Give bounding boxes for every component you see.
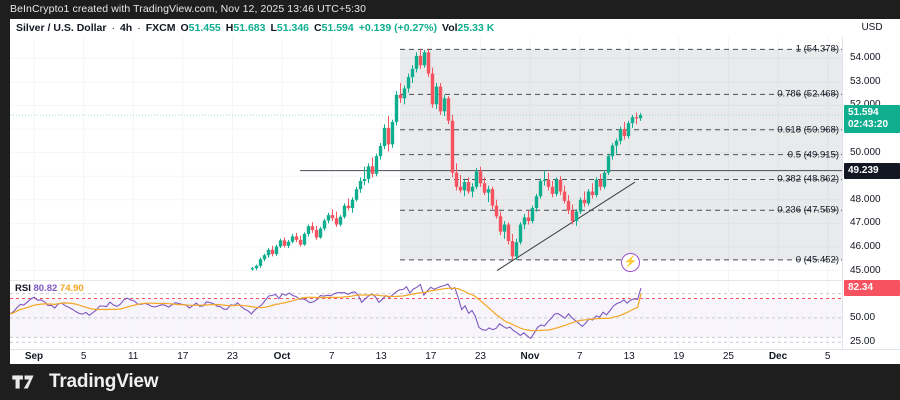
legend-high-value: 51.683: [233, 22, 266, 34]
time-axis-tick: 17: [425, 351, 437, 362]
time-axis-tick: 17: [177, 351, 189, 362]
price-axis-tick: 52.000: [843, 99, 900, 111]
rsi-legend-ma-value: 74.90: [59, 283, 84, 294]
time-axis-tick: Sep: [24, 351, 44, 362]
legend-low-value: 51.346: [276, 22, 310, 34]
bar-countdown: 02:43:20: [848, 118, 889, 130]
legend-change-value: +0.139 (+0.27%): [358, 22, 437, 34]
attribution-text: BeInCrypto1 created with TradingView.com…: [10, 3, 367, 15]
fib-level-label: 0.382 (48.862): [777, 173, 839, 185]
time-axis-tick: 23: [474, 351, 486, 362]
fib-level-label: 0 (45.452): [795, 254, 839, 266]
rsi-indicator-pane[interactable]: RSI 80.82 74.90: [10, 281, 842, 349]
time-axis-tick: Dec: [768, 351, 788, 362]
current-price-badge[interactable]: 51.594 02:43:20: [844, 104, 900, 133]
price-axis-tick: 46.000: [850, 240, 881, 252]
time-axis-tick: Oct: [273, 351, 291, 362]
fib-level-label: 0.786 (52.468): [777, 88, 839, 100]
legend-close-value: 51.594: [321, 22, 354, 34]
price-marker-badge[interactable]: 49.239: [844, 162, 900, 179]
fib-level-label: 1 (54.378): [795, 43, 839, 55]
time-axis-tick: 7: [328, 351, 335, 362]
legend-high-label: H: [225, 22, 234, 34]
rsi-axis-tick: 50.00: [850, 311, 876, 323]
rsi-legend: RSI 80.82 74.90: [15, 283, 84, 294]
time-axis-tick: 5: [824, 351, 831, 362]
time-axis-tick: 7: [576, 351, 583, 362]
tradingview-wordmark: TradingView: [49, 371, 159, 392]
price-chart-pane[interactable]: 1 (54.378) 0.786 (52.468) 0.618 (50.968) 0.…: [10, 37, 842, 280]
time-axis-tick: 19: [673, 351, 685, 362]
legend-volume-label: Vol: [441, 22, 458, 34]
rsi-plot-svg: [10, 281, 842, 349]
legend-open-label: O: [180, 22, 189, 34]
rsi-value-badge[interactable]: 82.34: [844, 279, 900, 296]
time-axis-tick: 13: [375, 351, 387, 362]
price-axis-tick: 50.000: [850, 146, 881, 158]
time-axis-tick: Nov: [520, 351, 540, 362]
tradingview-logo-icon: [12, 375, 34, 389]
price-axis-tick: 53.000: [850, 75, 881, 87]
time-axis-tick: 13: [623, 351, 635, 362]
price-axis-unit: USD: [861, 22, 883, 33]
lightning-bolt-icon[interactable]: ⚡: [621, 253, 640, 273]
legend-separator-2: ·: [137, 22, 141, 34]
price-axis-tick: 54.000: [850, 52, 881, 64]
time-axis-tick: 11: [127, 351, 139, 362]
chart-legend: Silver / U.S. Dollar · 4h · FXCM O51.455 H51.6…: [10, 19, 900, 37]
rsi-legend-name: RSI: [15, 283, 31, 294]
rsi-legend-value: 80.82: [33, 283, 58, 294]
fib-level-label: 0.618 (50.968): [777, 124, 839, 136]
tradingview-branding: TradingView: [0, 364, 900, 400]
legend-interval[interactable]: 4h: [119, 22, 133, 34]
legend-volume-value: 25.33 K: [457, 22, 495, 34]
price-axis[interactable]: USD 54.000 53.000 52.000 50.000 48.000 47.000…: [842, 22, 900, 349]
price-plot-svg: [10, 37, 842, 280]
price-axis-tick: 48.000: [850, 193, 881, 205]
time-axis[interactable]: Sep 5 11 17 23 Oct 7 13 17 23 Nov 7 13 19 25 Dec 5: [10, 349, 900, 364]
legend-symbol[interactable]: Silver / U.S. Dollar: [16, 22, 107, 34]
price-axis-tick: 45.000: [850, 264, 881, 276]
time-axis-tick: 23: [226, 351, 238, 362]
legend-exchange: FXCM: [145, 22, 176, 34]
legend-close-label: C: [314, 22, 322, 34]
time-axis-tick: 5: [80, 351, 87, 362]
legend-open-value: 51.455: [188, 22, 221, 34]
pane-divider: [10, 280, 900, 281]
fib-level-label: 0.236 (47.559): [777, 204, 839, 216]
current-price-value: 51.594: [848, 106, 879, 118]
legend-low-label: L: [270, 22, 277, 34]
legend-separator-1: ·: [111, 22, 115, 34]
chart-card: Silver / U.S. Dollar · 4h · FXCM O51.455 H51.6…: [10, 19, 900, 364]
time-axis-tick: 25: [722, 351, 734, 362]
price-axis-tick: 47.000: [850, 217, 881, 229]
fib-level-label: 0.5 (49.915): [787, 149, 839, 161]
rsi-axis-tick: 25.00: [850, 336, 876, 348]
